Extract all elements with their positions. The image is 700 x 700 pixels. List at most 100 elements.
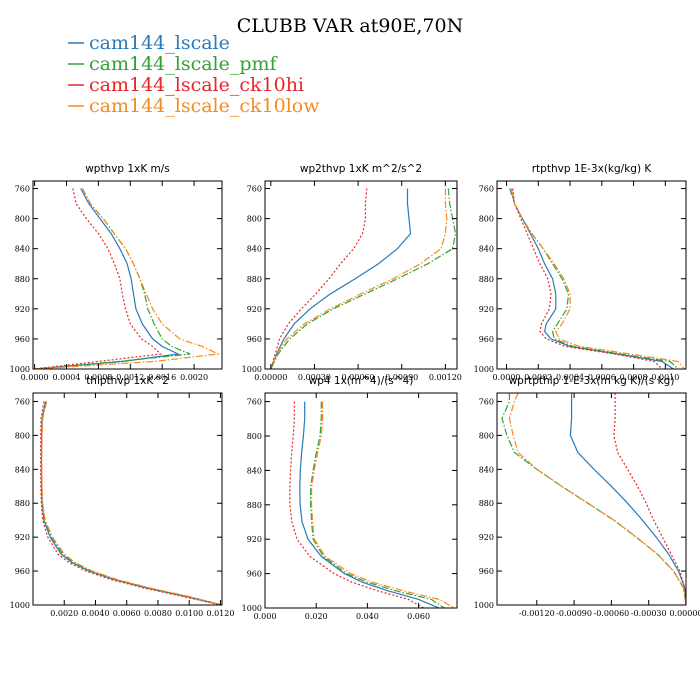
- series-cam144_lscale_ck10low: [270, 188, 448, 369]
- series-cam144_lscale_ck10hi: [40, 401, 221, 605]
- x-tick-label: -0.00030: [631, 609, 667, 618]
- legend-label: cam144_lscale_pmf: [89, 53, 279, 75]
- y-tick-label: 1000: [242, 604, 262, 613]
- y-tick-label: 800: [479, 215, 494, 224]
- x-tick-label: 0.0010: [651, 373, 679, 382]
- series-cam144_lscale_pmf: [310, 401, 445, 608]
- panel-5: wp4 1x(m^4)/(s^4)76080084088092096010000…: [242, 375, 458, 621]
- panel-title: wp2thvp 1xK m^2/s^2: [300, 163, 422, 175]
- panel-title: wp4 1x(m^4)/(s^4): [309, 375, 414, 387]
- plot-frame: [264, 180, 458, 370]
- x-tick-label: 0.00030: [298, 373, 331, 382]
- panel-6: wprtpthlp 1-E-3x(m kg K)/(s kg) 760 800 840…: [474, 375, 700, 618]
- series-cam144_lscale_ck10low: [510, 188, 685, 369]
- x-tick-label: 0.00000: [254, 373, 287, 382]
- y-tick-label: 1000: [10, 365, 30, 374]
- x-tick-label: 0.0006: [588, 373, 616, 382]
- x-tick-label: 0.0000: [21, 373, 49, 382]
- y-tick-label: 920: [479, 305, 494, 314]
- y-tick-label: 880: [247, 501, 262, 510]
- x-tick-label: 0.000: [254, 612, 277, 621]
- y-tick-label: 880: [479, 499, 494, 508]
- x-tick-label: -0.00120: [519, 609, 555, 618]
- y-tick-label: 840: [15, 465, 30, 474]
- x-tick-label: 0.0008: [84, 373, 112, 382]
- y-tick-label: 840: [247, 245, 262, 254]
- series-cam144_lscale_pmf: [40, 401, 222, 605]
- y-tick-label: 840: [479, 245, 494, 254]
- y-tick-label: 840: [247, 466, 262, 475]
- series-cam144_lscale_pmf: [270, 188, 457, 369]
- y-tick-label: 960: [479, 567, 494, 576]
- y-tick-label: 800: [479, 431, 494, 440]
- x-tick-label: -0.00090: [556, 609, 592, 618]
- x-tick-label: 0.00000: [669, 609, 700, 618]
- series-cam144_lscale_ck10hi: [34, 188, 162, 369]
- y-tick-label: 920: [15, 305, 30, 314]
- x-tick-label: 0.00090: [385, 373, 418, 382]
- y-tick-label: 1000: [474, 601, 494, 610]
- y-tick-label: 840: [15, 245, 30, 254]
- series-cam144_lscale_ck10low: [34, 188, 221, 369]
- plot-frame: [496, 180, 687, 370]
- y-tick-label: 760: [479, 397, 494, 406]
- legend-label: cam144_lscale_ck10hi: [89, 74, 304, 96]
- y-tick-label: 960: [15, 567, 30, 576]
- x-tick-label: 0.0040: [81, 609, 109, 618]
- x-tick-label: 0.0004: [52, 373, 80, 382]
- y-tick-label: 1000: [474, 365, 494, 374]
- y-tick-label: 880: [479, 275, 494, 284]
- y-tick-label: 920: [15, 533, 30, 542]
- x-tick-label: 0.060: [407, 612, 430, 621]
- series-cam144_lscale_ck10low: [508, 393, 686, 605]
- series-cam144_lscale: [270, 188, 412, 369]
- y-tick-label: 920: [247, 535, 262, 544]
- series-cam144_lscale_pmf: [501, 393, 686, 605]
- y-tick-label: 800: [247, 215, 262, 224]
- panel-4: thlpthvp 1xK^2 760 800 840 880 920 960 1000 0.00…: [10, 375, 235, 618]
- y-tick-label: 760: [247, 398, 262, 407]
- y-tick-label: 800: [15, 431, 30, 440]
- x-tick-label: 0.0008: [620, 373, 648, 382]
- series-cam144_lscale: [510, 188, 674, 369]
- x-tick-label: 0.00060: [342, 373, 375, 382]
- figure-title: CLUBB VAR at90E,70N: [237, 15, 463, 37]
- y-tick-label: 920: [247, 305, 262, 314]
- x-tick-label: 0.0000: [493, 373, 521, 382]
- series-cam144_lscale: [299, 401, 440, 608]
- y-tick-label: 960: [15, 335, 30, 344]
- series-cam144_lscale: [40, 401, 222, 605]
- panel-title: wpthvp 1xK m/s: [85, 163, 170, 175]
- y-tick-label: 760: [479, 185, 494, 194]
- y-tick-label: 880: [247, 275, 262, 284]
- plot-frame: [32, 180, 223, 370]
- panel-title: rtpthvp 1E-3x(kg/kg) K: [532, 163, 653, 175]
- y-tick-label: 760: [15, 185, 30, 194]
- x-tick-label: 0.0004: [556, 373, 584, 382]
- x-tick-label: 0.0002: [524, 373, 552, 382]
- x-tick-label: 0.0100: [175, 609, 203, 618]
- panel-title: thlpthvp 1xK^2: [86, 375, 169, 387]
- series-cam144_lscale_pmf: [509, 188, 679, 369]
- y-tick-label: 960: [247, 570, 262, 579]
- x-tick-label: 0.0020: [180, 373, 208, 382]
- y-tick-label: 840: [479, 465, 494, 474]
- panel-3: rtpthvp 1E-3x(kg/kg) K 760 800 840 880 920 960…: [474, 163, 687, 382]
- y-tick-label: 920: [479, 533, 494, 542]
- y-tick-label: 760: [15, 397, 30, 406]
- plot-frame: [264, 392, 458, 609]
- y-tick-label: 960: [247, 335, 262, 344]
- plot-frame: [496, 392, 687, 606]
- legend-label: cam144_lscale: [89, 32, 230, 54]
- x-tick-label: 0.0012: [116, 373, 144, 382]
- legend-label: cam144_lscale_ck10low: [89, 95, 320, 117]
- y-tick-label: 880: [15, 275, 30, 284]
- y-tick-label: 1000: [10, 601, 30, 610]
- y-tick-label: 880: [15, 499, 30, 508]
- series-cam144_lscale_ck10hi: [289, 401, 424, 608]
- x-tick-label: 0.0016: [148, 373, 176, 382]
- legend: cam144_lscalecam144_lscale_pmfcam144_lsc…: [68, 32, 320, 117]
- y-tick-label: 800: [247, 432, 262, 441]
- panel-1: wpthvp 1xK m/s76080084088092096010000.00…: [10, 163, 223, 382]
